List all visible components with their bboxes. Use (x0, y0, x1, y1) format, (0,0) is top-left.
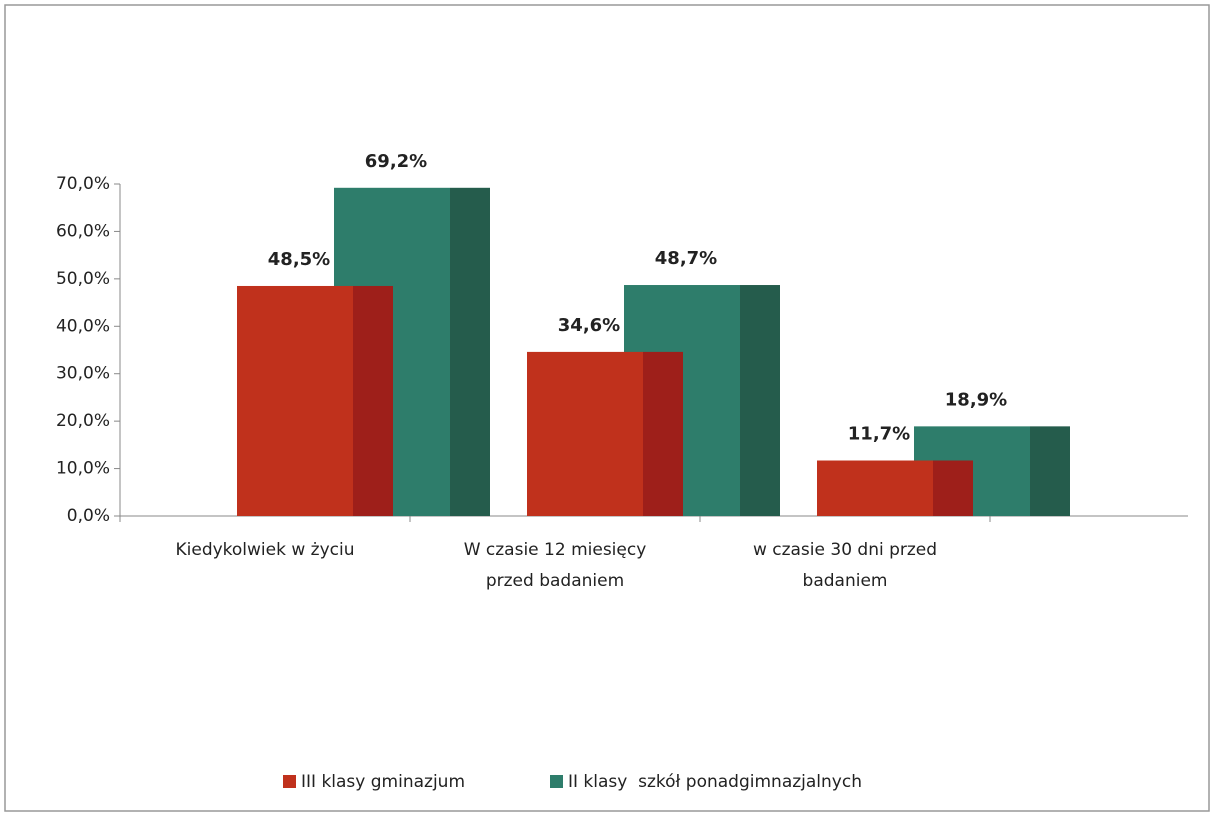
y-tick-label: 40,0% (56, 316, 110, 336)
x-tick-label: W czasie 12 miesięcy (464, 540, 647, 560)
value-label: 18,9% (945, 389, 1007, 410)
bar-side (643, 351, 683, 516)
bar (817, 460, 973, 516)
bar-side (353, 285, 393, 516)
legend-label: II klasy szkół ponadgimnazjalnych (568, 772, 862, 792)
bar-front (817, 460, 933, 516)
legend-swatch (283, 775, 296, 788)
x-tick-label: badaniem (803, 571, 888, 591)
bar-side (450, 187, 490, 516)
y-tick-label: 70,0% (56, 174, 110, 194)
bar-front (237, 285, 353, 516)
y-tick-label: 10,0% (56, 459, 110, 479)
bar (237, 285, 393, 516)
value-label: 11,7% (848, 424, 910, 445)
y-tick-label: 0,0% (67, 506, 110, 526)
x-tick-label: w czasie 30 dni przed (753, 540, 937, 560)
value-label: 48,7% (655, 248, 717, 269)
bar-side (740, 285, 780, 516)
value-label: 48,5% (268, 249, 330, 270)
x-tick-label: przed badaniem (486, 571, 624, 591)
y-tick-label: 20,0% (56, 411, 110, 431)
bar-front (527, 351, 643, 516)
y-tick-label: 50,0% (56, 269, 110, 289)
bar-side (1030, 426, 1070, 516)
x-tick-label: Kiedykolwiek w życiu (175, 540, 354, 560)
y-tick-label: 30,0% (56, 364, 110, 384)
value-label: 69,2% (365, 151, 427, 172)
legend-swatch (550, 775, 563, 788)
y-tick-label: 60,0% (56, 221, 110, 241)
bar (527, 351, 683, 516)
bar-side (933, 460, 973, 516)
legend-label: III klasy gminazjum (301, 772, 465, 792)
value-label: 34,6% (558, 315, 620, 336)
